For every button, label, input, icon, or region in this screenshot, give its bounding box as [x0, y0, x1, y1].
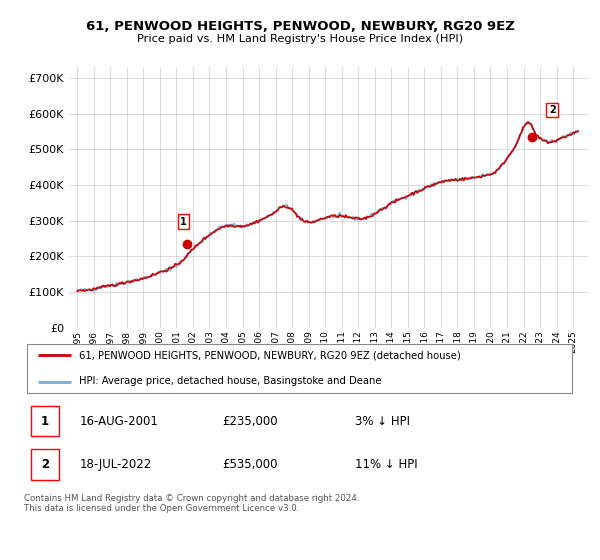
Text: 2: 2: [549, 105, 556, 115]
Text: 61, PENWOOD HEIGHTS, PENWOOD, NEWBURY, RG20 9EZ: 61, PENWOOD HEIGHTS, PENWOOD, NEWBURY, R…: [86, 20, 514, 32]
FancyBboxPatch shape: [27, 344, 572, 393]
Text: 1: 1: [180, 217, 187, 227]
Text: £535,000: £535,000: [223, 458, 278, 471]
FancyBboxPatch shape: [31, 406, 59, 436]
Text: £235,000: £235,000: [223, 415, 278, 428]
Text: 18-JUL-2022: 18-JUL-2022: [79, 458, 151, 471]
Text: 61, PENWOOD HEIGHTS, PENWOOD, NEWBURY, RG20 9EZ (detached house): 61, PENWOOD HEIGHTS, PENWOOD, NEWBURY, R…: [79, 351, 461, 361]
Text: Price paid vs. HM Land Registry's House Price Index (HPI): Price paid vs. HM Land Registry's House …: [137, 34, 463, 44]
Text: 3% ↓ HPI: 3% ↓ HPI: [355, 415, 410, 428]
Text: 1: 1: [41, 415, 49, 428]
Text: Contains HM Land Registry data © Crown copyright and database right 2024.
This d: Contains HM Land Registry data © Crown c…: [24, 494, 359, 514]
FancyBboxPatch shape: [31, 450, 59, 480]
Text: 11% ↓ HPI: 11% ↓ HPI: [355, 458, 418, 471]
Text: HPI: Average price, detached house, Basingstoke and Deane: HPI: Average price, detached house, Basi…: [79, 376, 382, 386]
Text: 16-AUG-2001: 16-AUG-2001: [79, 415, 158, 428]
Text: 2: 2: [41, 458, 49, 471]
